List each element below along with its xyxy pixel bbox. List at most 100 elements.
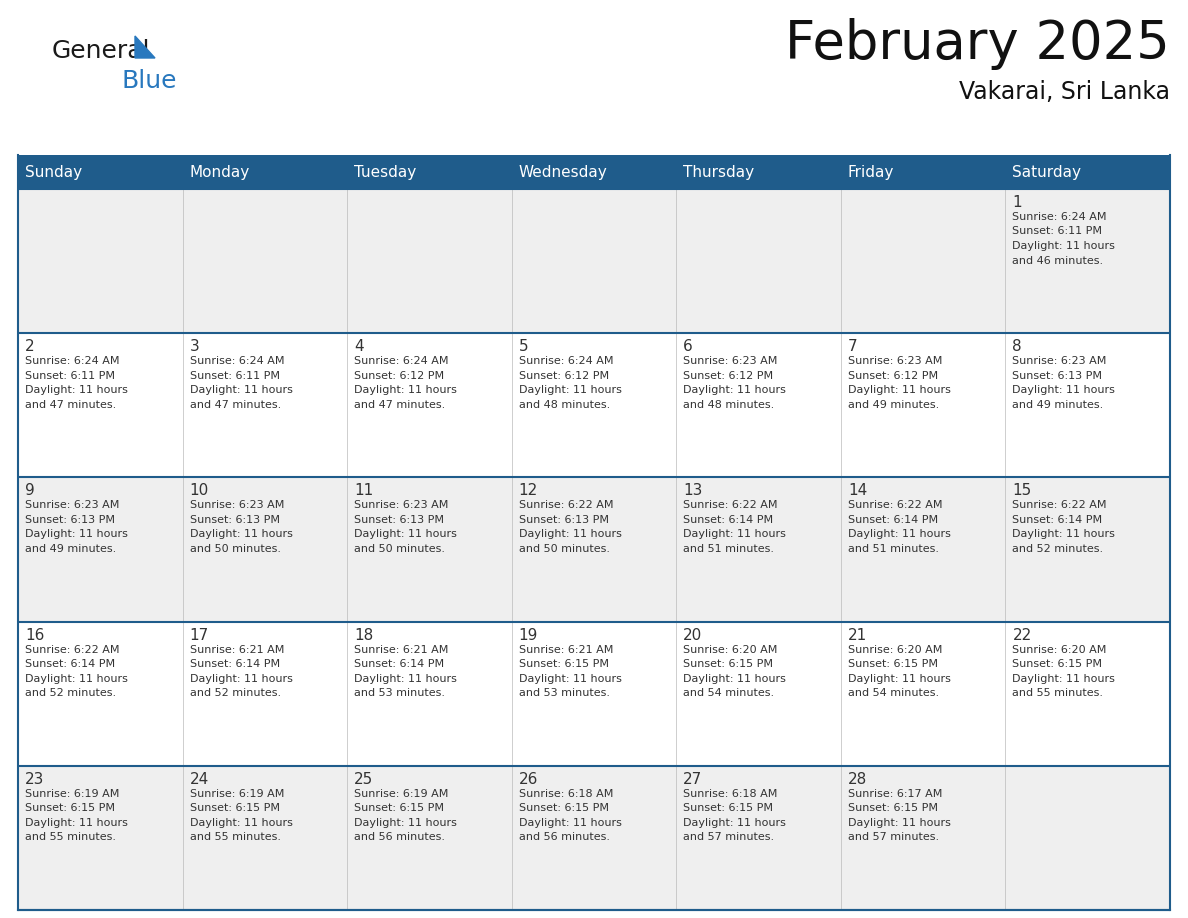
Text: and 53 minutes.: and 53 minutes. bbox=[519, 688, 609, 698]
Text: 14: 14 bbox=[848, 484, 867, 498]
Text: Saturday: Saturday bbox=[1012, 165, 1081, 181]
Text: Sunset: 6:11 PM: Sunset: 6:11 PM bbox=[1012, 227, 1102, 237]
Text: 9: 9 bbox=[25, 484, 34, 498]
Text: 1: 1 bbox=[1012, 195, 1022, 210]
Text: and 50 minutes.: and 50 minutes. bbox=[354, 543, 446, 554]
Text: Sunrise: 6:24 AM: Sunrise: 6:24 AM bbox=[519, 356, 613, 366]
Text: Sunset: 6:15 PM: Sunset: 6:15 PM bbox=[848, 803, 937, 813]
Text: 11: 11 bbox=[354, 484, 373, 498]
Text: Sunrise: 6:19 AM: Sunrise: 6:19 AM bbox=[354, 789, 449, 799]
Text: Sunrise: 6:24 AM: Sunrise: 6:24 AM bbox=[25, 356, 120, 366]
Text: and 49 minutes.: and 49 minutes. bbox=[25, 543, 116, 554]
Text: Sunset: 6:15 PM: Sunset: 6:15 PM bbox=[683, 659, 773, 669]
Text: and 54 minutes.: and 54 minutes. bbox=[683, 688, 775, 698]
Text: 3: 3 bbox=[190, 339, 200, 354]
Text: Sunrise: 6:17 AM: Sunrise: 6:17 AM bbox=[848, 789, 942, 799]
Text: and 56 minutes.: and 56 minutes. bbox=[354, 833, 446, 843]
Text: and 49 minutes.: and 49 minutes. bbox=[1012, 399, 1104, 409]
Text: Daylight: 11 hours: Daylight: 11 hours bbox=[519, 818, 621, 828]
Text: 28: 28 bbox=[848, 772, 867, 787]
Text: Daylight: 11 hours: Daylight: 11 hours bbox=[1012, 674, 1116, 684]
Text: Daylight: 11 hours: Daylight: 11 hours bbox=[190, 530, 292, 540]
Text: Sunset: 6:15 PM: Sunset: 6:15 PM bbox=[848, 659, 937, 669]
Text: Daylight: 11 hours: Daylight: 11 hours bbox=[354, 530, 457, 540]
Text: Sunrise: 6:22 AM: Sunrise: 6:22 AM bbox=[683, 500, 778, 510]
Text: Sunrise: 6:19 AM: Sunrise: 6:19 AM bbox=[25, 789, 119, 799]
Text: Daylight: 11 hours: Daylight: 11 hours bbox=[1012, 386, 1116, 396]
Text: and 47 minutes.: and 47 minutes. bbox=[354, 399, 446, 409]
Text: Sunrise: 6:22 AM: Sunrise: 6:22 AM bbox=[519, 500, 613, 510]
Text: Sunrise: 6:22 AM: Sunrise: 6:22 AM bbox=[25, 644, 120, 655]
Text: Wednesday: Wednesday bbox=[519, 165, 607, 181]
Bar bbox=[347, 155, 512, 189]
Text: and 53 minutes.: and 53 minutes. bbox=[354, 688, 446, 698]
Text: 21: 21 bbox=[848, 628, 867, 643]
Text: Daylight: 11 hours: Daylight: 11 hours bbox=[25, 530, 128, 540]
Bar bbox=[18, 333, 1170, 477]
Text: Sunset: 6:13 PM: Sunset: 6:13 PM bbox=[354, 515, 444, 525]
Text: Sunrise: 6:23 AM: Sunrise: 6:23 AM bbox=[354, 500, 449, 510]
Text: Daylight: 11 hours: Daylight: 11 hours bbox=[519, 530, 621, 540]
Bar bbox=[1005, 155, 1170, 189]
Text: 20: 20 bbox=[683, 628, 702, 643]
Text: Sunset: 6:14 PM: Sunset: 6:14 PM bbox=[1012, 515, 1102, 525]
Text: 22: 22 bbox=[1012, 628, 1031, 643]
Text: and 55 minutes.: and 55 minutes. bbox=[25, 833, 116, 843]
Text: Daylight: 11 hours: Daylight: 11 hours bbox=[190, 818, 292, 828]
Polygon shape bbox=[135, 36, 154, 58]
Text: Daylight: 11 hours: Daylight: 11 hours bbox=[25, 386, 128, 396]
Text: and 57 minutes.: and 57 minutes. bbox=[683, 833, 775, 843]
Text: and 55 minutes.: and 55 minutes. bbox=[190, 833, 280, 843]
Text: Sunset: 6:13 PM: Sunset: 6:13 PM bbox=[25, 515, 115, 525]
Text: and 46 minutes.: and 46 minutes. bbox=[1012, 255, 1104, 265]
Text: Daylight: 11 hours: Daylight: 11 hours bbox=[354, 818, 457, 828]
Text: Daylight: 11 hours: Daylight: 11 hours bbox=[25, 818, 128, 828]
Text: Monday: Monday bbox=[190, 165, 249, 181]
Text: Daylight: 11 hours: Daylight: 11 hours bbox=[683, 818, 786, 828]
Text: Sunrise: 6:21 AM: Sunrise: 6:21 AM bbox=[190, 644, 284, 655]
Text: Blue: Blue bbox=[122, 69, 177, 93]
Text: Sunrise: 6:23 AM: Sunrise: 6:23 AM bbox=[1012, 356, 1107, 366]
Text: Daylight: 11 hours: Daylight: 11 hours bbox=[683, 386, 786, 396]
Text: Daylight: 11 hours: Daylight: 11 hours bbox=[848, 818, 950, 828]
Text: Daylight: 11 hours: Daylight: 11 hours bbox=[683, 674, 786, 684]
Bar bbox=[18, 621, 1170, 766]
Text: 7: 7 bbox=[848, 339, 858, 354]
Bar bbox=[512, 155, 676, 189]
Text: Sunset: 6:12 PM: Sunset: 6:12 PM bbox=[519, 371, 608, 381]
Text: Sunset: 6:15 PM: Sunset: 6:15 PM bbox=[519, 659, 608, 669]
Text: and 50 minutes.: and 50 minutes. bbox=[190, 543, 280, 554]
Text: Sunset: 6:13 PM: Sunset: 6:13 PM bbox=[519, 515, 608, 525]
Text: Sunset: 6:15 PM: Sunset: 6:15 PM bbox=[190, 803, 279, 813]
Text: 26: 26 bbox=[519, 772, 538, 787]
Text: Thursday: Thursday bbox=[683, 165, 754, 181]
Text: Sunrise: 6:18 AM: Sunrise: 6:18 AM bbox=[519, 789, 613, 799]
Text: 18: 18 bbox=[354, 628, 373, 643]
Text: and 57 minutes.: and 57 minutes. bbox=[848, 833, 939, 843]
Text: Daylight: 11 hours: Daylight: 11 hours bbox=[354, 674, 457, 684]
Text: 10: 10 bbox=[190, 484, 209, 498]
Text: Daylight: 11 hours: Daylight: 11 hours bbox=[519, 674, 621, 684]
Text: Sunset: 6:14 PM: Sunset: 6:14 PM bbox=[848, 515, 939, 525]
Text: February 2025: February 2025 bbox=[785, 18, 1170, 70]
Text: Daylight: 11 hours: Daylight: 11 hours bbox=[683, 530, 786, 540]
Text: Daylight: 11 hours: Daylight: 11 hours bbox=[848, 674, 950, 684]
Text: and 55 minutes.: and 55 minutes. bbox=[1012, 688, 1104, 698]
Text: 17: 17 bbox=[190, 628, 209, 643]
Text: Daylight: 11 hours: Daylight: 11 hours bbox=[190, 386, 292, 396]
Text: Sunset: 6:12 PM: Sunset: 6:12 PM bbox=[848, 371, 939, 381]
Text: Sunset: 6:14 PM: Sunset: 6:14 PM bbox=[683, 515, 773, 525]
Text: 27: 27 bbox=[683, 772, 702, 787]
Text: 23: 23 bbox=[25, 772, 44, 787]
Bar bbox=[18, 766, 1170, 910]
Text: 25: 25 bbox=[354, 772, 373, 787]
Text: 19: 19 bbox=[519, 628, 538, 643]
Text: Sunrise: 6:24 AM: Sunrise: 6:24 AM bbox=[1012, 212, 1107, 222]
Text: Sunrise: 6:22 AM: Sunrise: 6:22 AM bbox=[1012, 500, 1107, 510]
Text: Vakarai, Sri Lanka: Vakarai, Sri Lanka bbox=[959, 80, 1170, 104]
Text: 5: 5 bbox=[519, 339, 529, 354]
Text: Sunset: 6:14 PM: Sunset: 6:14 PM bbox=[190, 659, 279, 669]
Text: and 52 minutes.: and 52 minutes. bbox=[190, 688, 280, 698]
Text: Sunrise: 6:24 AM: Sunrise: 6:24 AM bbox=[190, 356, 284, 366]
Text: Sunrise: 6:23 AM: Sunrise: 6:23 AM bbox=[190, 500, 284, 510]
